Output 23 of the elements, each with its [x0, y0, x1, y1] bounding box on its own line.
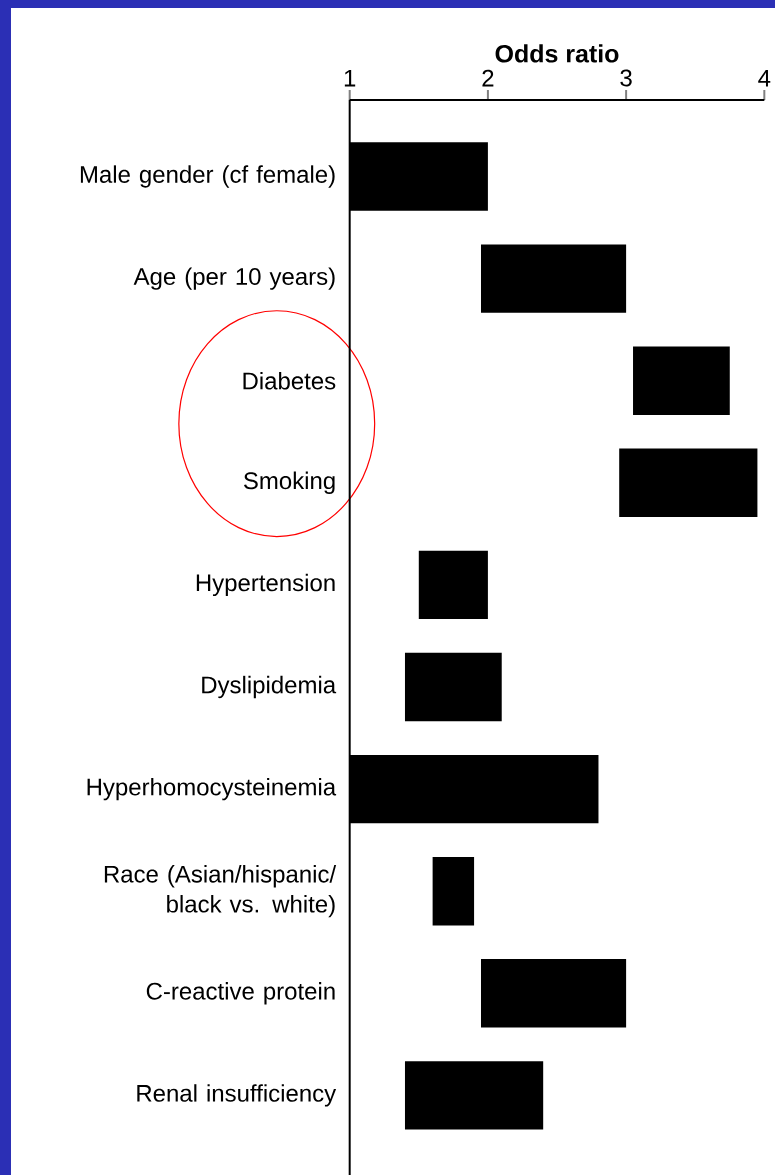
y-tick-label: Hyperhomocysteinemia: [87, 777, 336, 801]
x-tick-label: 2: [482, 69, 494, 87]
x-tick-label: 1: [344, 69, 356, 87]
bar: [632, 346, 730, 415]
bar: [404, 652, 502, 722]
y-tick-label: Dyslipidemia: [202, 675, 336, 699]
y-tick-label: Age (per 10 years): [133, 267, 335, 290]
x-axis-title: Odds ratio: [495, 44, 619, 63]
y-tick-label: Male gender (cf female): [80, 165, 335, 188]
y-tick-label: Renal insufficiency: [137, 1084, 336, 1107]
y-tick-label: Diabetes: [243, 371, 336, 390]
bar: [480, 244, 626, 313]
x-tick-label: 4: [758, 69, 771, 87]
bar: [432, 856, 474, 926]
y-tick-label: Race (Asian/hispanic/ black vs. white): [104, 865, 336, 918]
bar: [404, 1061, 544, 1130]
y-tick-label: Smoking: [243, 471, 335, 494]
y-tick-label: Hypertension: [196, 573, 335, 597]
x-tick-label: 3: [620, 69, 632, 87]
bar: [619, 448, 758, 517]
bar: [418, 550, 488, 620]
y-tick-label: C-reactive protein: [146, 982, 335, 1005]
bar: [480, 959, 626, 1028]
